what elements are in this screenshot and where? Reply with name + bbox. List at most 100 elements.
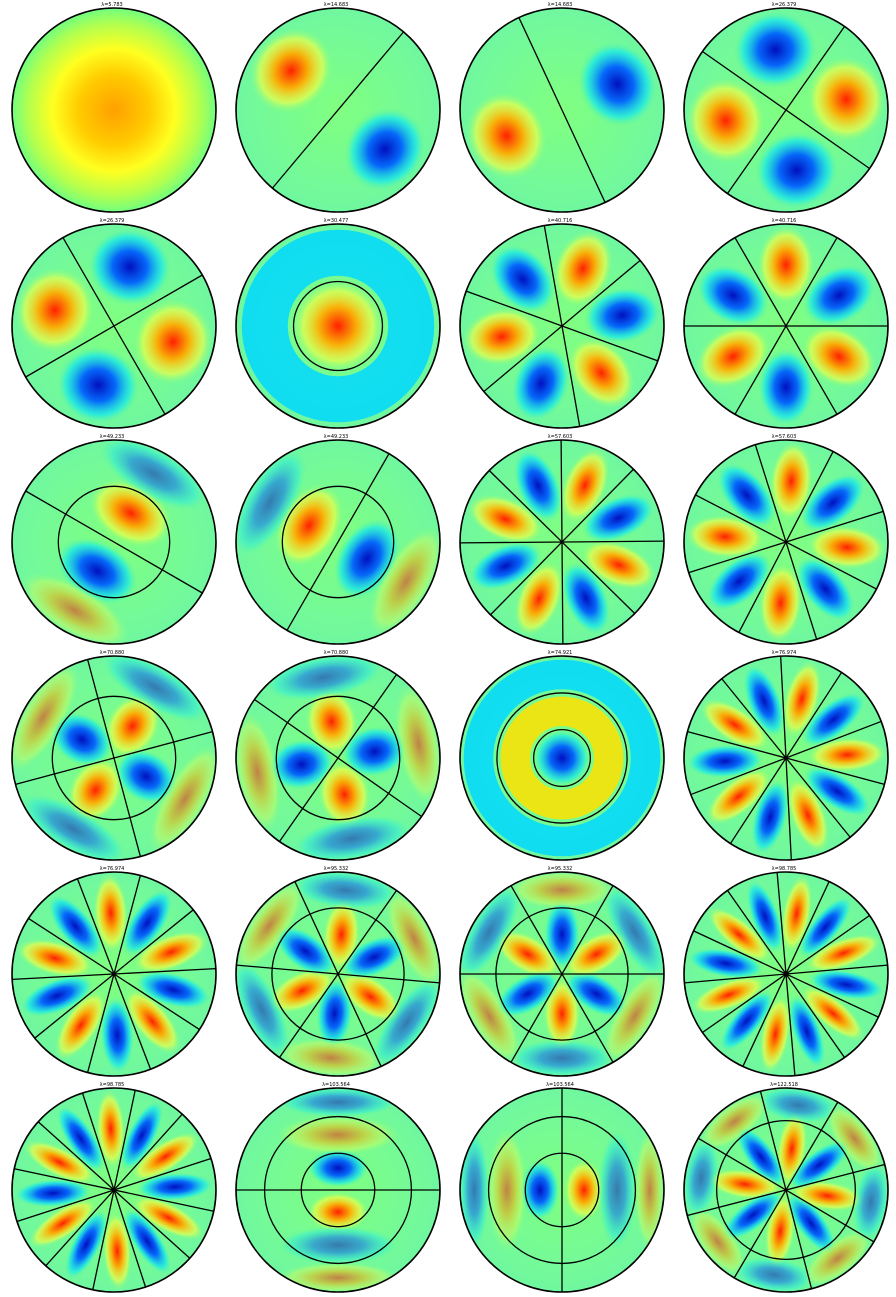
mode-plot — [459, 1087, 665, 1293]
mode-plot — [235, 223, 441, 429]
mode-eigenvalue-label: λ=103.564 — [546, 1082, 574, 1088]
mode-field — [236, 872, 440, 1076]
nodal-lines — [235, 871, 441, 1077]
mode-field — [12, 440, 216, 644]
mode-eigenvalue-label: λ=26.379 — [771, 2, 797, 8]
mode-plot — [235, 871, 441, 1077]
mode-eigenvalue-label: λ=95.332 — [547, 866, 573, 872]
mode-plot — [11, 439, 217, 645]
mode-field — [12, 656, 216, 860]
mode-eigenvalue-label: λ=57.603 — [771, 434, 797, 440]
mode-panel: λ=76.974 — [672, 648, 896, 864]
mode-panel: λ=14.683 — [448, 0, 672, 216]
mode-field — [236, 440, 440, 644]
nodal-lines — [11, 439, 217, 645]
mode-plot — [459, 655, 665, 861]
mode-plot — [11, 655, 217, 861]
nodal-lines — [683, 655, 889, 861]
mode-eigenvalue-label: λ=76.974 — [99, 866, 125, 872]
nodal-lines — [11, 871, 217, 1077]
mode-panel: λ=70.880 — [224, 648, 448, 864]
mode-plot — [11, 223, 217, 429]
mode-eigenvalue-label: λ=122.518 — [770, 1082, 798, 1088]
mode-eigenvalue-label: λ=49.233 — [99, 434, 125, 440]
mode-eigenvalue-label: λ=76.974 — [771, 650, 797, 656]
mode-panel: λ=40.716 — [672, 216, 896, 432]
nodal-lines — [459, 7, 665, 213]
nodal-lines — [11, 655, 217, 861]
mode-eigenvalue-label: λ=98.785 — [771, 866, 797, 872]
nodal-lines — [11, 1087, 217, 1293]
mode-panel: λ=49.233 — [0, 432, 224, 648]
mode-plot — [459, 223, 665, 429]
mode-panel: λ=57.603 — [448, 432, 672, 648]
mode-plot — [11, 871, 217, 1077]
mode-eigenvalue-label: λ=95.332 — [323, 866, 349, 872]
mode-plot — [683, 1087, 889, 1293]
mode-eigenvalue-label: λ=30.477 — [323, 218, 349, 224]
mode-field — [460, 224, 664, 428]
mode-plot — [683, 223, 889, 429]
nodal-lines — [235, 223, 441, 429]
mode-panel: λ=26.379 — [672, 0, 896, 216]
nodal-lines — [459, 439, 665, 645]
nodal-lines — [683, 7, 889, 213]
mode-panel: λ=122.518 — [672, 1080, 896, 1296]
nodal-lines — [683, 439, 889, 645]
mode-panel: λ=14.683 — [224, 0, 448, 216]
nodal-lines — [459, 871, 665, 1077]
mode-eigenvalue-label: λ=70.880 — [99, 650, 125, 656]
nodal-lines — [683, 223, 889, 429]
mode-field — [12, 224, 216, 428]
mode-eigenvalue-label: λ=14.683 — [323, 2, 349, 8]
mode-eigenvalue-label: λ=98.785 — [99, 1082, 125, 1088]
nodal-lines — [235, 7, 441, 213]
mode-eigenvalue-label: λ=70.880 — [323, 650, 349, 656]
nodal-lines — [235, 655, 441, 861]
mode-plot — [683, 871, 889, 1077]
mode-panel: λ=103.564 — [448, 1080, 672, 1296]
mode-field — [236, 8, 440, 212]
mode-plot — [235, 7, 441, 213]
mode-field — [236, 224, 440, 428]
nodal-lines — [459, 1087, 665, 1293]
mode-plot — [683, 655, 889, 861]
mode-eigenvalue-label: λ=74.921 — [547, 650, 573, 656]
mode-plot — [683, 439, 889, 645]
mode-eigenvalue-label: λ=40.716 — [547, 218, 573, 224]
mode-panel: λ=74.921 — [448, 648, 672, 864]
mode-plot — [235, 655, 441, 861]
nodal-lines — [235, 439, 441, 645]
nodal-lines — [683, 1087, 889, 1293]
mode-plot — [11, 7, 217, 213]
nodal-lines — [235, 1087, 441, 1293]
nodal-lines — [11, 223, 217, 429]
mode-plot — [459, 439, 665, 645]
mode-field — [236, 656, 440, 860]
nodal-lines — [459, 223, 665, 429]
mode-plot — [459, 7, 665, 213]
mode-field — [12, 8, 216, 212]
mode-panel: λ=49.233 — [224, 432, 448, 648]
mode-panel: λ=30.477 — [224, 216, 448, 432]
mode-plot — [683, 7, 889, 213]
mode-field — [12, 1088, 216, 1292]
mode-panel: λ=40.716 — [448, 216, 672, 432]
mode-eigenvalue-label: λ=103.564 — [322, 1082, 350, 1088]
mode-eigenvalue-label: λ=5.783 — [101, 2, 123, 8]
mode-panel: λ=95.332 — [448, 864, 672, 1080]
mode-panel: λ=103.564 — [224, 1080, 448, 1296]
mode-plot — [235, 439, 441, 645]
nodal-lines — [459, 655, 665, 861]
mode-field — [460, 656, 664, 860]
nodal-lines — [11, 7, 217, 213]
nodal-lines — [683, 871, 889, 1077]
mode-eigenvalue-label: λ=14.683 — [547, 2, 573, 8]
mode-plot — [235, 1087, 441, 1293]
mode-panel: λ=70.880 — [0, 648, 224, 864]
mode-panel: λ=98.785 — [672, 864, 896, 1080]
mode-panel: λ=57.603 — [672, 432, 896, 648]
mode-plot — [459, 871, 665, 1077]
mode-panel: λ=95.332 — [224, 864, 448, 1080]
